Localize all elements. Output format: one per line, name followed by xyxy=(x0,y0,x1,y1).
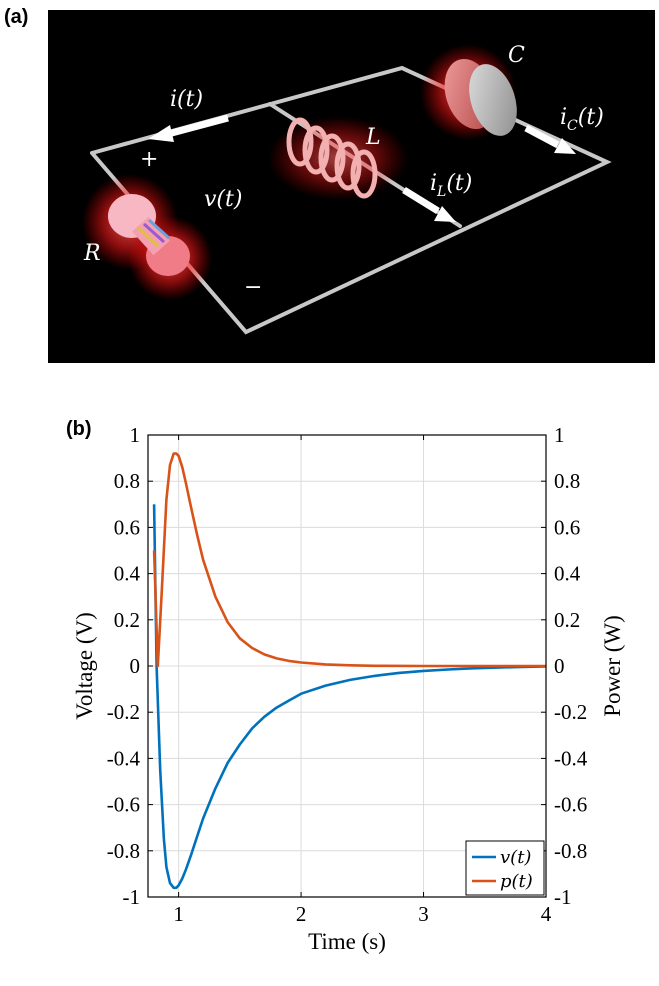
arrow-i xyxy=(148,114,229,142)
y-tick-label-right: 0.4 xyxy=(554,562,581,586)
y-tick-label-left: -0.8 xyxy=(107,839,140,863)
resistor xyxy=(82,174,212,300)
label-v-t: v(t) xyxy=(204,187,242,212)
y-tick-label-right: -1 xyxy=(554,885,572,909)
label-iC-sub: C xyxy=(567,118,578,134)
y-tick-label-right: 0.8 xyxy=(554,469,580,493)
inductor xyxy=(268,116,408,200)
y-tick-label-left: 0.8 xyxy=(114,469,140,493)
x-tick-label: 2 xyxy=(296,902,307,926)
y-tick-label-right: 1 xyxy=(554,423,565,447)
label-iC-rest: (t) xyxy=(578,105,604,130)
label-iL-sub: L xyxy=(436,184,446,200)
arrow-iL xyxy=(402,187,456,222)
voltage-power-plot: 1 2 3 4-1 -1-0.8 -0.8-0.6 -0.6-0.4 -0.4-0.2 -0.2… xyxy=(72,423,625,954)
label-iL: iL(t) xyxy=(430,171,472,200)
label-i-t: i(t) xyxy=(170,87,203,112)
x-tick-label: 4 xyxy=(541,902,552,926)
y-tick-label-right: -0.6 xyxy=(554,793,587,817)
tick-labels: 1 2 3 4-1 -1-0.8 -0.8-0.6 -0.6-0.4 -0.4-0.2 -0.2… xyxy=(107,423,588,926)
legend-label: p(t) xyxy=(500,871,533,892)
y-tick-label-right: -0.4 xyxy=(554,746,588,770)
y-tick-label-left: -0.2 xyxy=(107,700,140,724)
circuit-illustration: i(t) + v(t) − R L C iL(t) iC(t) xyxy=(48,10,655,363)
y-tick-label-right: 0.6 xyxy=(554,515,580,539)
label-iC-main: i xyxy=(560,105,567,130)
y-axis-right-label: Power (W) xyxy=(600,615,625,717)
axes-box xyxy=(147,434,547,898)
series-lines xyxy=(152,452,547,890)
label-iL-rest: (t) xyxy=(446,171,472,196)
capacitor xyxy=(420,44,517,140)
y-tick-label-left: -0.4 xyxy=(107,746,141,770)
legend: v(t) p(t) xyxy=(465,840,545,896)
y-tick-label-right: 0.2 xyxy=(554,608,580,632)
label-C: C xyxy=(508,43,525,68)
label-plus: + xyxy=(140,147,158,172)
legend-label: v(t) xyxy=(500,847,531,868)
x-tick-label: 1 xyxy=(173,902,184,926)
label-minus: − xyxy=(244,275,262,300)
panel-label-a: (a) xyxy=(4,6,29,28)
x-axis-label: Time (s) xyxy=(308,929,386,954)
arrow-iC xyxy=(524,124,576,154)
label-iC: iC(t) xyxy=(560,105,604,134)
y-tick-label-left: 0.4 xyxy=(114,562,141,586)
series-line-pt xyxy=(152,452,546,668)
y-tick-label-left: 0 xyxy=(130,654,141,678)
y-tick-label-left: 1 xyxy=(130,423,141,447)
label-R: R xyxy=(83,241,101,266)
label-L: L xyxy=(365,125,381,150)
y-tick-label-right: -0.8 xyxy=(554,839,587,863)
y-tick-label-right: -0.2 xyxy=(554,700,587,724)
label-iL-main: i xyxy=(430,171,437,196)
panel-label-b: (b) xyxy=(66,418,92,440)
y-tick-label-left: -1 xyxy=(123,885,141,909)
series-line-vt xyxy=(152,504,547,890)
y-axis-left-label: Voltage (V) xyxy=(72,612,97,720)
y-tick-label-right: 0 xyxy=(554,654,565,678)
y-tick-label-left: 0.6 xyxy=(114,515,140,539)
legend-box xyxy=(465,840,545,896)
y-tick-label-left: 0.2 xyxy=(114,608,140,632)
x-tick-label: 3 xyxy=(418,902,429,926)
y-tick-label-left: -0.6 xyxy=(107,793,140,817)
